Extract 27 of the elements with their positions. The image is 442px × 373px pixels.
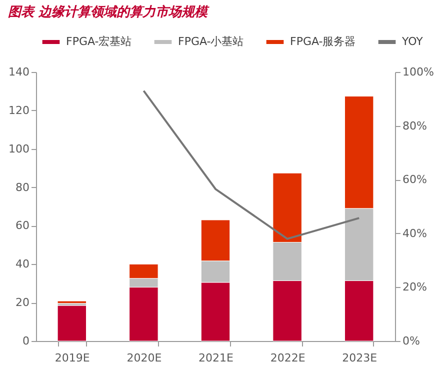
x-tick-label: 2019E <box>54 352 90 364</box>
x-tick-label: 2023E <box>342 352 378 364</box>
x-tick-label: 2020E <box>126 352 162 364</box>
y2-tick-label: 80% <box>402 119 427 132</box>
bar <box>57 300 87 304</box>
legend-label: YOY <box>401 35 424 48</box>
x-tick-label: 2021E <box>198 352 234 364</box>
y-tick-label: 140 <box>8 66 30 78</box>
y-tick-label: 60 <box>16 219 30 232</box>
legend-label: FPGA-服务器 <box>290 35 356 48</box>
y2-tick-label: 60% <box>402 173 427 186</box>
y-tick-label: 0 <box>22 334 30 348</box>
y-tick-label: 20 <box>16 296 30 310</box>
line-series <box>142 90 360 240</box>
y2-tick-label: 100% <box>402 66 434 78</box>
legend-label: FPGA-宏基站 <box>66 35 132 48</box>
y-tick-label: 100 <box>8 142 30 156</box>
y-tick-label: 120 <box>8 104 30 117</box>
x-tick-label: 2022E <box>270 352 306 364</box>
bar <box>57 305 87 342</box>
chart-title: 图表 边缘计算领域的算力市场规模 <box>8 4 210 20</box>
y2-tick-label: 0% <box>402 334 420 348</box>
legend-label: FPGA-小基站 <box>178 35 244 48</box>
y-tick-label: 40 <box>16 258 30 271</box>
y-tick-label: 80 <box>16 180 30 194</box>
y2-tick-label: 20% <box>402 280 427 294</box>
y2-tick-label: 40% <box>402 226 427 240</box>
